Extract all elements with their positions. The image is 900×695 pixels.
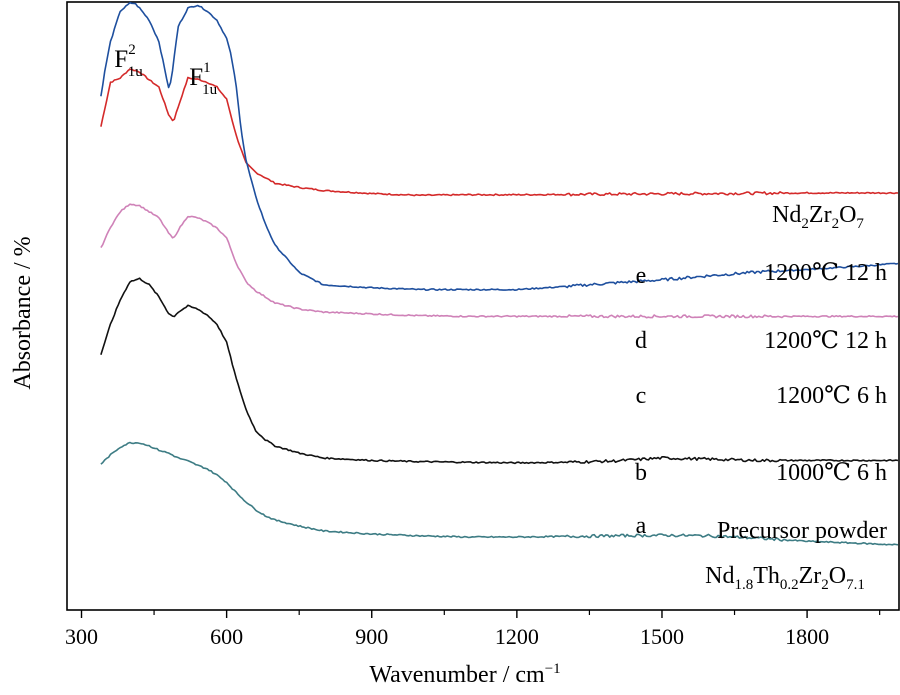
series-letter-a: a bbox=[636, 513, 647, 539]
x-axis-ticks: 300 600 900 1200 1500 1800 bbox=[65, 610, 881, 649]
series-lines bbox=[100, 1, 899, 546]
x-tick-label: 1800 bbox=[785, 624, 829, 649]
y-axis-label: Absorbance / % bbox=[10, 236, 36, 389]
x-tick-label: 300 bbox=[65, 624, 98, 649]
series-line-d bbox=[100, 1, 899, 291]
series-condition-a: Precursor powder bbox=[717, 518, 887, 544]
peak-label-2: F1 1u bbox=[189, 60, 217, 98]
series-condition-d: 1200℃ 12 h bbox=[764, 328, 887, 354]
series-line-b bbox=[100, 277, 899, 465]
series-line-a bbox=[100, 441, 899, 546]
series-letter-c: c bbox=[636, 383, 647, 409]
x-tick-label: 900 bbox=[355, 624, 388, 649]
plot-border bbox=[66, 1, 900, 611]
header-label-bottom: Nd1.8Th0.2Zr2O7.1 bbox=[705, 563, 865, 593]
series-letter-d: d bbox=[635, 328, 647, 354]
x-tick-label: 1500 bbox=[640, 624, 684, 649]
header-label-top: Nd2Zr2O7 bbox=[772, 202, 864, 232]
x-axis-label: Wavenumber / cm−1 bbox=[369, 661, 560, 688]
plot-frame bbox=[66, 1, 900, 611]
peak-label-1: F2 1u bbox=[114, 42, 143, 80]
peak-labels: F2 1u F1 1u bbox=[114, 42, 217, 98]
series-condition-e: 1200℃ 12 h bbox=[764, 260, 887, 286]
series-condition-c: 1200℃ 6 h bbox=[776, 383, 887, 409]
series-condition-b: 1000℃ 6 h bbox=[776, 460, 887, 486]
series-letter-e: e bbox=[636, 263, 647, 289]
series-letter-b: b bbox=[635, 460, 647, 486]
series-line-c bbox=[100, 203, 899, 319]
series-labels: e 1200℃ 12 h d 1200℃ 12 h c 1200℃ 6 h b 1000℃ 6… bbox=[635, 260, 887, 544]
series-line-e bbox=[100, 68, 899, 197]
x-tick-label: 600 bbox=[210, 624, 243, 649]
x-tick-label: 1200 bbox=[495, 624, 539, 649]
